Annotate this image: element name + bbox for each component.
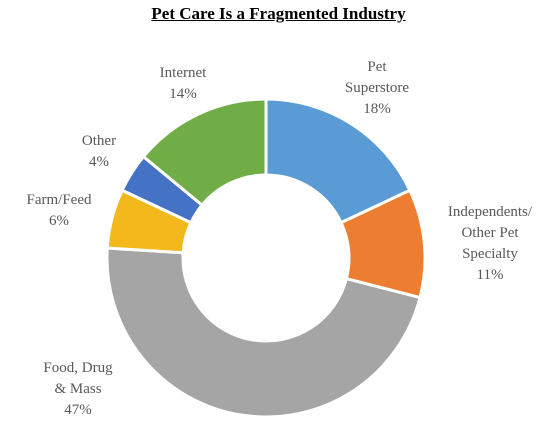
slice-name: Farm/Feed <box>27 192 92 208</box>
slice-6 <box>141 97 268 208</box>
slice-name: Pet <box>367 59 387 75</box>
slice-value: 14% <box>169 86 197 102</box>
slice-name: Food, Drug <box>43 360 113 376</box>
slice-value: 4% <box>89 154 109 170</box>
slice-3 <box>105 246 422 419</box>
slice-value: 18% <box>363 101 391 117</box>
slice-name: & Mass <box>54 381 101 397</box>
slice-name: Internet <box>160 65 207 81</box>
slice-label-6: Internet 14% <box>160 65 207 102</box>
slice-label-4: Farm/Feed 6% <box>27 192 92 229</box>
slice-label-1: Pet Superstore 18% <box>345 59 409 117</box>
slice-1 <box>264 97 412 225</box>
slice-label-2: Independents/Other Pet Specialty 11% <box>448 204 533 283</box>
slice-value: 11% <box>477 267 504 283</box>
slice-name: Other <box>82 133 116 149</box>
slice-name: Other Pet <box>461 225 519 241</box>
slice-label-5: Other 4% <box>82 133 116 170</box>
slice-value: 47% <box>64 402 92 418</box>
slice-label-3: Food, Drug & Mass 47% <box>43 360 113 418</box>
slice-name: Independents/ <box>448 204 533 220</box>
chart-title: Pet Care Is a Fragmented Industry <box>151 4 406 23</box>
slice-name: Superstore <box>345 80 409 96</box>
slice-value: 6% <box>49 213 69 229</box>
slice-name: Specialty <box>462 246 518 262</box>
